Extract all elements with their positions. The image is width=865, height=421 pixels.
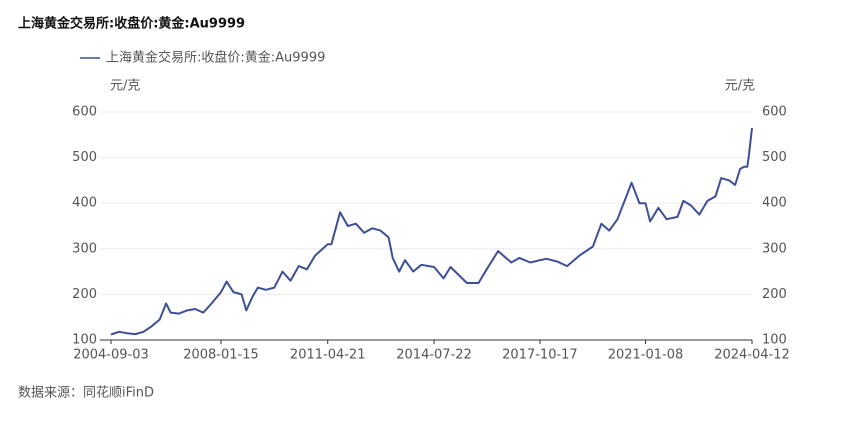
- y2-tick-label: 600: [762, 105, 787, 120]
- y2-tick-label: 100: [762, 333, 787, 348]
- series-line: [110, 127, 753, 336]
- legend-label: 上海黄金交易所:收盘价:黄金:Au9999: [106, 50, 325, 66]
- x-tick-label: 2011-04-21: [290, 348, 366, 363]
- x-tick-label: 2014-07-22: [396, 348, 472, 363]
- y2-tick-label: 400: [762, 196, 787, 211]
- y2-tick-label: 500: [762, 150, 787, 165]
- x-tick-label: 2004-09-03: [73, 348, 149, 363]
- y2-tick-label: 200: [762, 287, 787, 302]
- y-unit-right: 元/克: [725, 79, 755, 94]
- y-unit-left: 元/克: [110, 79, 140, 94]
- x-tick-label: 2024-04-12: [714, 348, 790, 363]
- y-tick-label: 200: [72, 287, 97, 302]
- y-tick-label: 400: [72, 196, 97, 211]
- y2-tick-label: 300: [762, 241, 787, 256]
- x-tick-label: 2017-10-17: [502, 348, 578, 363]
- y-tick-label: 100: [72, 333, 97, 348]
- source-note: 数据来源：同花顺iFinD: [18, 385, 154, 401]
- y-tick-label: 500: [72, 150, 97, 165]
- x-tick-label: 2021-01-08: [608, 348, 684, 363]
- chart-title: 上海黄金交易所:收盘价:黄金:Au9999: [18, 16, 245, 32]
- y-tick-label: 300: [72, 241, 97, 256]
- x-tick-label: 2008-01-15: [183, 348, 259, 363]
- y-tick-label: 600: [72, 105, 97, 120]
